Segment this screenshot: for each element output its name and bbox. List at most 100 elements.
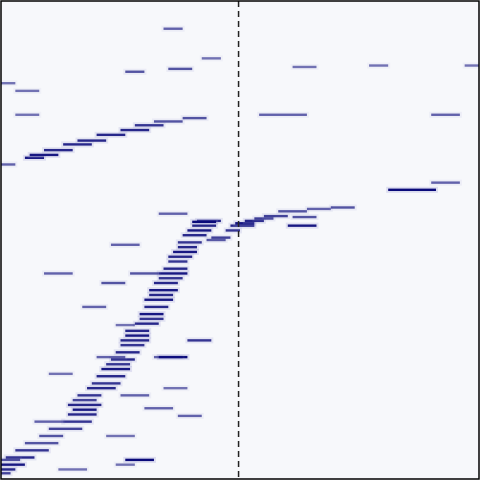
segment-mark [259, 113, 307, 116]
segment-mark [63, 143, 92, 146]
segment-mark [63, 420, 92, 423]
segment-mark [115, 351, 140, 354]
segment-mark [149, 288, 178, 292]
segment-mark [96, 375, 126, 378]
segment-mark [82, 305, 107, 309]
segment-mark [115, 323, 135, 327]
segment-mark [1, 458, 21, 462]
segment-mark [158, 277, 183, 280]
segment-mark [110, 358, 135, 361]
segment-mark [1, 82, 16, 85]
segment-mark [72, 398, 97, 402]
segment-mark [115, 463, 135, 466]
segment-mark [187, 339, 212, 342]
segment-mark [177, 245, 197, 249]
segment-mark [125, 329, 150, 333]
segment-mark [44, 148, 73, 152]
segment-mark [287, 224, 317, 227]
segment-mark [101, 281, 126, 285]
segment-mark [1, 472, 11, 475]
trajectory-marks [0, 25, 480, 477]
segment-mark [34, 420, 64, 423]
segment-mark [201, 57, 221, 60]
segment-mark [235, 222, 255, 225]
segment-mark [254, 217, 274, 220]
segment-mark [177, 241, 202, 244]
segment-mark [330, 206, 355, 209]
segment-mark [110, 243, 140, 246]
segment-mark [158, 212, 188, 215]
segment-mark [24, 441, 59, 445]
segment-mark [96, 133, 126, 137]
segment-mark [125, 70, 145, 73]
segment-mark [306, 207, 331, 211]
segment-mark [77, 394, 102, 397]
segment-mark [144, 407, 174, 410]
segment-mark [120, 339, 150, 342]
segment-mark [187, 229, 212, 232]
segment-mark [168, 255, 193, 258]
segment-mark [120, 128, 150, 132]
segment-mark [369, 64, 389, 67]
segment-mark [125, 334, 150, 337]
segment-mark [134, 322, 159, 325]
segment-mark [158, 272, 188, 275]
segment-mark [139, 312, 164, 316]
segment-mark [211, 236, 231, 239]
segment-mark [225, 229, 240, 232]
segment-mark [24, 156, 45, 159]
segment-mark [153, 281, 178, 285]
segment-mark [44, 272, 73, 275]
segment-mark [15, 449, 49, 452]
segment-mark [106, 363, 131, 366]
segment-mark [130, 272, 159, 275]
segment-mark [192, 224, 217, 227]
segment-mark [72, 408, 97, 411]
segment-mark [144, 305, 169, 309]
segment-mark [106, 434, 135, 438]
segment-mark [58, 468, 88, 471]
segment-mark [168, 260, 188, 263]
segment-mark [388, 188, 436, 192]
segment-mark [168, 67, 193, 71]
segment-mark [230, 224, 255, 227]
segment-mark [120, 394, 150, 397]
segment-mark [29, 153, 59, 157]
segment-mark [182, 234, 207, 237]
segment-mark [139, 317, 164, 321]
segment-mark [15, 113, 40, 116]
segment-mark [120, 343, 145, 347]
segment-mark [87, 386, 116, 390]
segment-mark [206, 238, 226, 242]
segment-mark [96, 355, 126, 359]
segment-mark [5, 456, 35, 459]
segment-mark [91, 382, 121, 385]
segment-mark [125, 458, 154, 462]
segment-mark [48, 427, 83, 431]
segment-mark [77, 139, 107, 142]
segment-mark [278, 210, 307, 213]
segment-mark [1, 468, 16, 471]
segment-mark [177, 414, 202, 418]
segment-mark [153, 120, 183, 123]
segment-mark [1, 163, 16, 166]
segment-mark [149, 293, 174, 297]
segment-mark [431, 113, 460, 116]
segment-mark [67, 413, 97, 416]
segment-mark [464, 64, 479, 67]
segment-mark [15, 89, 40, 93]
segment-mark [163, 27, 183, 30]
segment-mark [163, 386, 188, 390]
segment-mark [192, 220, 217, 224]
segment-mark [48, 372, 73, 376]
segment-mark [292, 65, 317, 69]
segment-mark [39, 434, 64, 438]
segment-mark [101, 367, 131, 371]
segment-mark [134, 124, 164, 127]
segment-mark [431, 181, 460, 184]
segment-mark [153, 355, 183, 359]
segment-mark [263, 214, 288, 218]
